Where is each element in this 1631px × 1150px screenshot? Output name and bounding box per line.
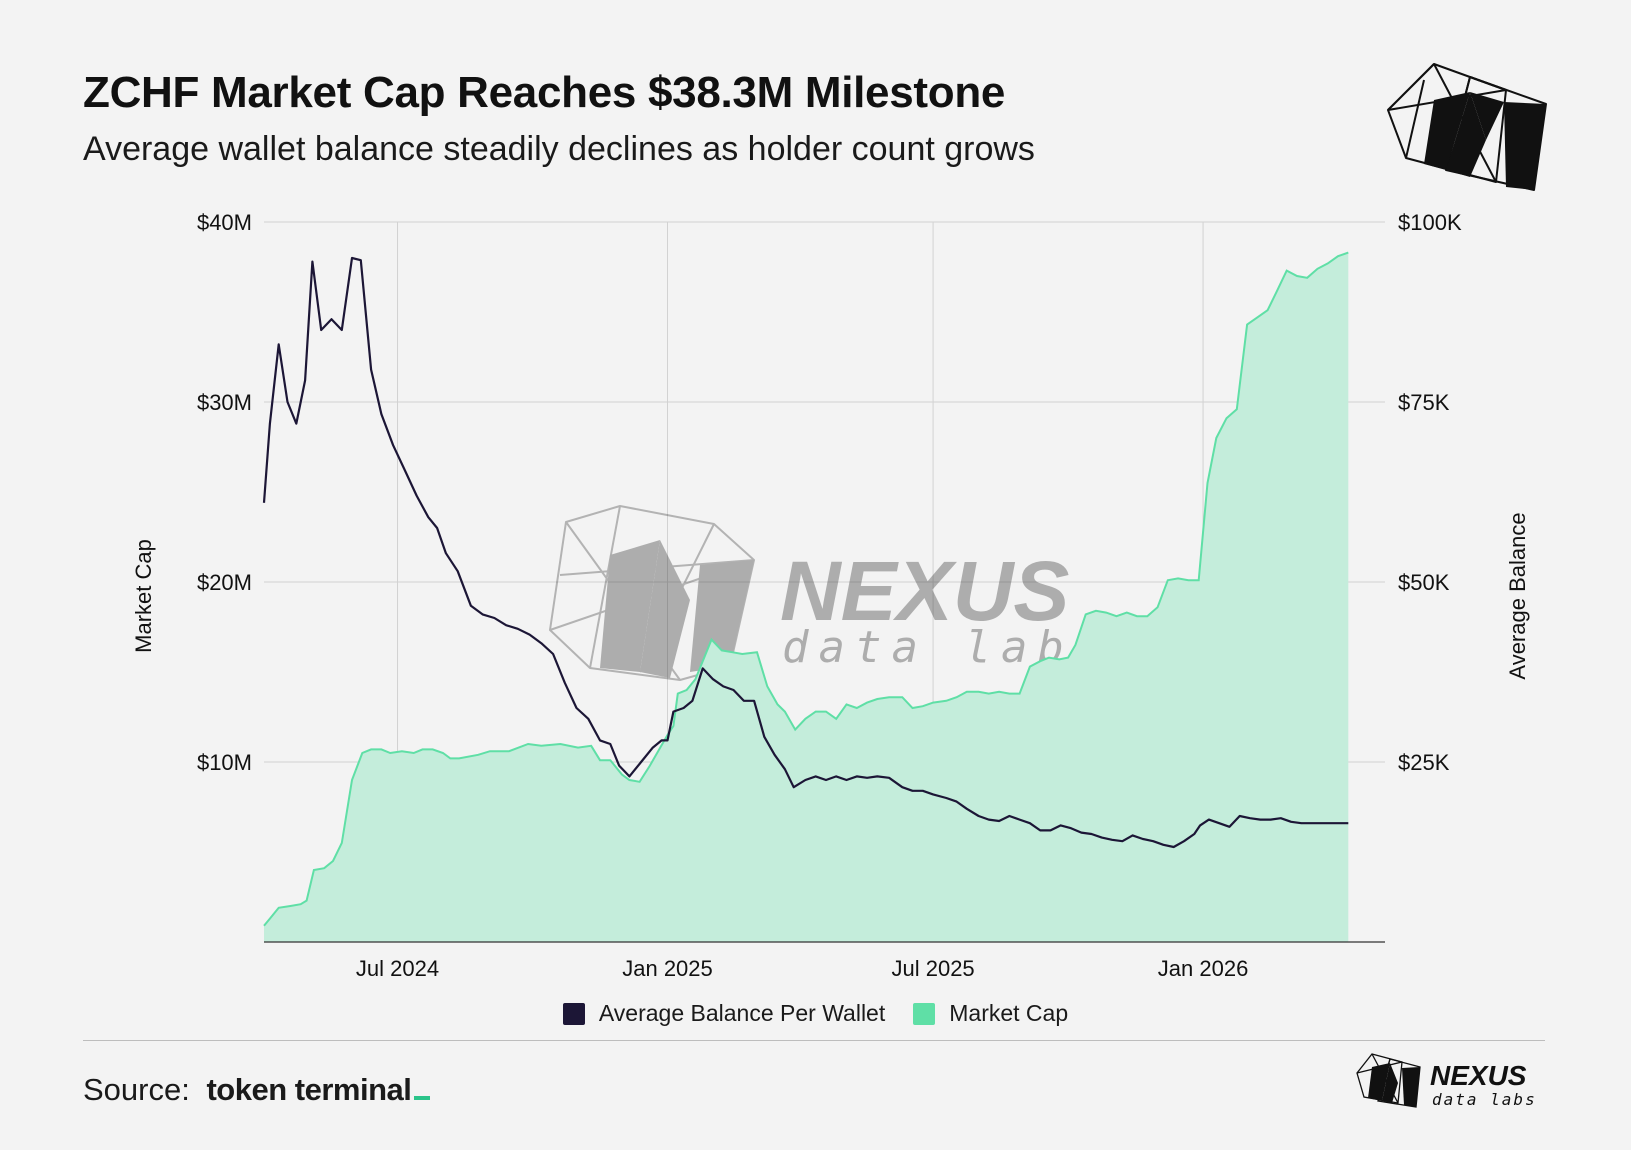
footer-divider	[83, 1040, 1545, 1041]
left-axis-ticks: $10M $20M $30M $40M	[197, 210, 252, 775]
market-cap-line	[263, 251, 1349, 927]
watermark-brand: NEXUS	[780, 544, 1069, 638]
y-tick-right: $50K	[1398, 570, 1450, 595]
y-tick-right: $100K	[1398, 210, 1462, 235]
footer-tagline: data labs	[1432, 1090, 1537, 1109]
x-tick-label: Jan 2026	[1158, 956, 1249, 981]
footer-brand: NEXUS	[1430, 1060, 1527, 1091]
nexus-mark-icon	[1356, 1053, 1421, 1108]
y-axis-label-left: Market Cap	[131, 539, 156, 653]
chart-title: ZCHF Market Cap Reaches $38.3M Milestone	[83, 68, 1006, 117]
chart-legend: Average Balance Per Wallet Market Cap	[0, 1000, 1631, 1027]
x-tick-label: Jul 2025	[891, 956, 974, 981]
source-cursor-icon	[414, 1096, 431, 1100]
y-tick-left: $10M	[197, 750, 252, 775]
right-axis-ticks: $25K $50K $75K $100K	[1398, 210, 1462, 775]
nexus-footer-logo: NEXUS data labs	[1356, 1053, 1537, 1109]
legend-swatch-market-cap	[913, 1002, 936, 1025]
legend-swatch-average-balance	[562, 1002, 585, 1025]
average-balance-line	[262, 256, 1349, 849]
legend-label-average-balance: Average Balance Per Wallet	[598, 1000, 886, 1026]
y-tick-right: $25K	[1398, 750, 1450, 775]
y-tick-left: $40M	[197, 210, 252, 235]
source-line: Source: token terminal	[83, 1072, 431, 1108]
y-axis-label-right: Average Balance	[1505, 512, 1530, 679]
source-name: token terminal	[206, 1072, 412, 1107]
market-cap-area	[264, 252, 1349, 943]
x-axis-ticks: Jul 2024 Jan 2025 Jul 2025 Jan 2026	[356, 956, 1248, 981]
legend-label-market-cap: Market Cap	[949, 1000, 1069, 1026]
legend-item-market-cap[interactable]: Market Cap	[913, 1000, 1068, 1027]
chart-subtitle: Average wallet balance steadily declines…	[83, 130, 1035, 168]
watermark: NEXUS data labs	[549, 505, 1100, 681]
nexus-logo-icon	[1387, 63, 1547, 191]
x-tick-label: Jul 2024	[356, 956, 439, 981]
y-tick-left: $20M	[197, 570, 252, 595]
legend-item-average-balance[interactable]: Average Balance Per Wallet	[562, 1000, 886, 1027]
source-label: Source:	[83, 1072, 190, 1107]
y-tick-right: $75K	[1398, 390, 1450, 415]
y-tick-left: $30M	[197, 390, 252, 415]
x-tick-label: Jan 2025	[622, 956, 713, 981]
